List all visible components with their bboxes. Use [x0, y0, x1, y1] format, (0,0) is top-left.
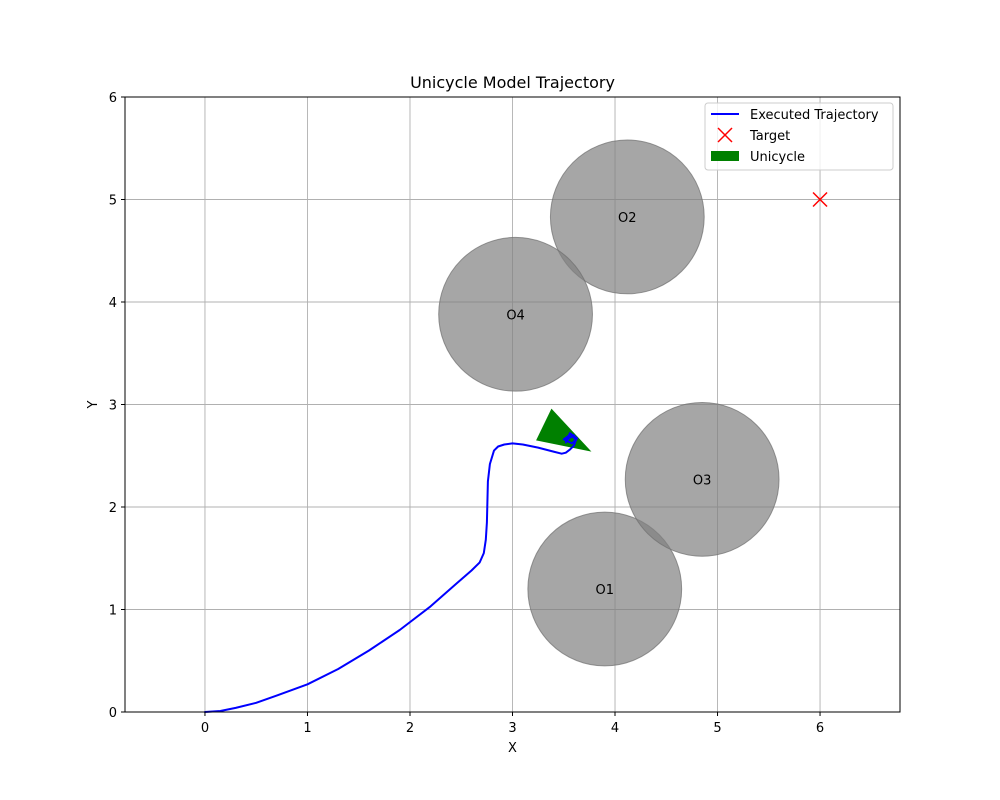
x-tick-label: 6 — [816, 721, 824, 736]
y-tick-label: 0 — [109, 706, 117, 721]
legend-box — [704, 102, 894, 171]
legend-label: Executed Trajectory — [750, 108, 879, 123]
legend-swatch-x — [717, 127, 733, 143]
x-tick-label: 5 — [713, 721, 721, 736]
x-tick-label: 0 — [201, 721, 209, 736]
legend: Executed Trajectory Target Unicycle — [704, 102, 894, 171]
plot-data — [204, 191, 828, 713]
x-tick-label: 4 — [611, 721, 619, 736]
legend-swatch-patch — [711, 151, 739, 161]
obstacle-label: O1 — [596, 583, 615, 598]
x-tick-label: 2 — [406, 721, 414, 736]
chart-title: Unicycle Model Trajectory — [410, 73, 615, 92]
x-tick-label: 1 — [303, 721, 311, 736]
y-tick-label: 3 — [109, 399, 117, 414]
obstacle-label: O2 — [618, 211, 637, 226]
legend-label: Target — [749, 129, 790, 144]
obstacles: O1 O2 O3 O4 — [438, 139, 780, 667]
obstacle-label: O4 — [506, 308, 525, 323]
y-axis-label: Y — [86, 400, 101, 409]
target-marker-stroke — [812, 191, 828, 208]
target-marker — [812, 191, 828, 208]
y-tick-label: 4 — [109, 296, 117, 311]
x-axis-label: X — [508, 741, 517, 756]
x-tick-label: 3 — [508, 721, 516, 736]
y-tick-label: 2 — [109, 501, 117, 516]
obstacle-circle — [549, 139, 705, 295]
obstacle-circle — [624, 401, 780, 557]
obstacle-circle — [527, 511, 683, 667]
obstacle-label: O3 — [693, 473, 712, 488]
unicycle-marker — [536, 408, 592, 452]
y-tick-label: 1 — [109, 604, 117, 619]
trajectory-line — [204, 432, 579, 713]
y-tick-label: 6 — [109, 91, 117, 106]
y-tick-label: 5 — [109, 194, 117, 209]
axis-ticks: 0 1 2 3 4 5 6 0 1 2 3 4 5 6 — [109, 91, 824, 736]
legend-label: Unicycle — [750, 150, 805, 165]
obstacle-circle — [438, 236, 593, 392]
